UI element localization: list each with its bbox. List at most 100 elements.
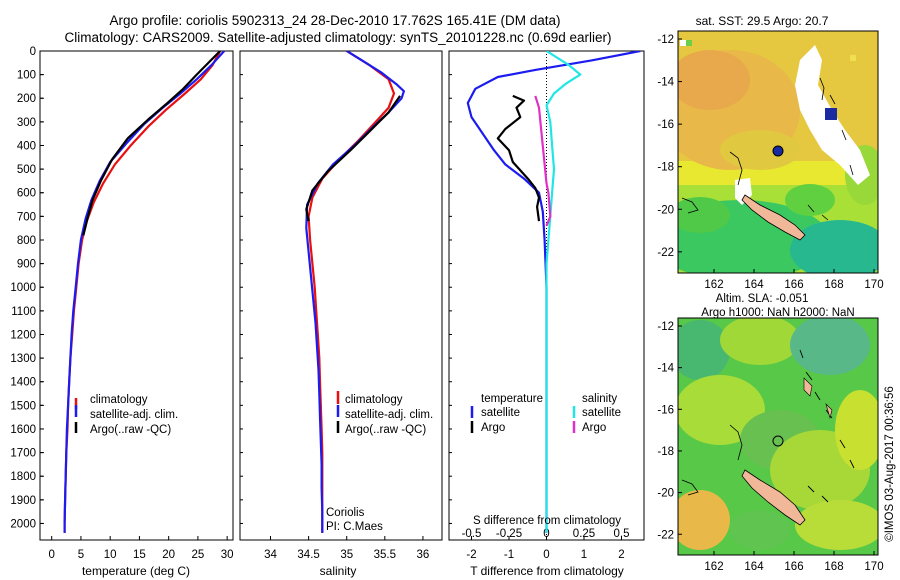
depth-tick-label: 1400 (10, 377, 36, 389)
legend-s-satellite: satellite (582, 407, 621, 419)
lon-tick-label: 162 (704, 279, 723, 291)
x-tick-label: 30 (221, 549, 234, 561)
legend-salinity-title: salinity (582, 393, 617, 405)
legend-t-satellite: satellite (481, 407, 520, 419)
x-tick-label: 0 (48, 549, 54, 561)
depth-tick-label: 1900 (10, 495, 36, 507)
lat-tick-label: -12 (657, 321, 674, 333)
s-tick-label: 0.25 (573, 528, 595, 540)
annotation-pi: PI: C.Maes (326, 521, 383, 533)
depth-tick-label: 600 (17, 188, 36, 200)
depth-tick-label: 2000 (10, 518, 36, 530)
lat-tick-label: -12 (657, 34, 674, 46)
depth-tick-label: 200 (17, 93, 36, 105)
title-line-1: Argo profile: coriolis 5902313_24 28-Dec… (109, 13, 560, 28)
x-tick-label: 20 (162, 549, 175, 561)
annotation-institution: Coriolis (326, 507, 365, 519)
depth-tick-label: 400 (17, 140, 36, 152)
series-line-t-satellite (466, 51, 641, 533)
title-line-2: Climatology: CARS2009. Satellite-adjuste… (64, 30, 611, 45)
copyright-timestamp: ©IMOS 03-Aug-2017 00:36:56 (884, 386, 896, 542)
legend-satellite: satellite-adj. clim. (90, 409, 178, 421)
difference-chart: -2 -1 0 1 2 -0.5 -0.25 0 0.25 0.5 (449, 50, 641, 561)
depth-tick-label: 900 (17, 259, 36, 271)
series-line-s-satellite (545, 51, 582, 533)
sla-map-title-2: Argo h1000: NaN h2000: NaN (701, 307, 854, 319)
series-group (466, 51, 641, 533)
legend-satellite: satellite-adj. clim. (345, 409, 433, 421)
s-tick-label: -0.5 (462, 528, 482, 540)
lon-tick-label: 170 (864, 279, 883, 291)
depth-tick-label: 1200 (10, 329, 36, 341)
legend-climatology: climatology (345, 394, 403, 406)
lat-tick-label: -14 (657, 363, 674, 375)
difference-xlabel: T difference from climatology (470, 564, 624, 578)
legend-t-argo: Argo (481, 422, 505, 434)
depth-tick-label: 1500 (10, 400, 36, 412)
lon-tick-label: 162 (704, 561, 723, 573)
temperature-legend: climatology satellite-adj. clim. Argo(..… (74, 394, 178, 436)
x-tick-label: 35.5 (374, 549, 396, 561)
sla-map (678, 318, 878, 555)
x-tick-label: 34.5 (297, 549, 319, 561)
x-tick-label: -1 (504, 549, 514, 561)
sst-map (678, 31, 878, 273)
lat-tick-label: -22 (657, 247, 674, 259)
depth-tick-label: 1700 (10, 448, 36, 460)
lat-tick-label: -14 (657, 77, 674, 89)
series-group (63, 51, 226, 533)
map-ticks: -12 -14 -16 -18 -20 -22 162 164 166 168 170 -12 -14 -… (657, 34, 883, 573)
lat-tick-label: -18 (657, 162, 674, 174)
salinity-xlabel: salinity (320, 564, 357, 578)
legend-climatology: climatology (90, 394, 148, 406)
s-tick-label: 0.5 (614, 528, 630, 540)
lon-tick-label: 164 (744, 561, 764, 573)
series-line-t-argo (496, 94, 541, 222)
depth-tick-label: 500 (17, 164, 36, 176)
x-tick-label: 35 (340, 549, 353, 561)
depth-tick-label: 1600 (10, 424, 36, 436)
lon-tick-label: 166 (784, 279, 803, 291)
difference-legend: temperature satellite Argo salinity sate… (470, 393, 621, 434)
sla-map-title-1: Altim. SLA: -0.051 (716, 293, 809, 305)
depth-tick-label: 100 (17, 70, 36, 82)
series-line-argo-raw-qc- (305, 95, 402, 222)
lon-tick-label: 168 (824, 279, 843, 291)
depth-tick-label: 700 (17, 211, 36, 223)
x-tick-label: 1 (581, 549, 587, 561)
lon-tick-label: 164 (744, 279, 764, 291)
temperature-chart: 0 5 10 15 20 25 30 (40, 50, 234, 561)
series-line-climatology (63, 51, 222, 533)
x-tick-label: 25 (192, 549, 205, 561)
sst-map-title: sat. SST: 29.5 Argo: 20.7 (696, 14, 829, 28)
lat-tick-label: -16 (657, 404, 674, 416)
difference-xlabel-top: S difference from climatology (473, 515, 621, 527)
depth-tick-label: 1000 (10, 282, 36, 294)
depth-tick-label: 1800 (10, 471, 36, 483)
lat-tick-label: -16 (657, 119, 674, 131)
x-tick-label: 34 (264, 549, 277, 561)
legend-temperature-title: temperature (481, 393, 543, 405)
lat-tick-label: -20 (657, 488, 674, 500)
x-tick-label: 5 (78, 549, 84, 561)
series-line-satellite-adj-clim- (305, 51, 405, 533)
series-line-s-argo (534, 95, 552, 227)
lat-tick-label: -22 (657, 529, 674, 541)
series-line-argo-raw-qc- (82, 51, 221, 236)
salinity-panel-frame (239, 50, 443, 541)
series-group (305, 51, 405, 533)
x-tick-label: 0 (543, 549, 549, 561)
lon-tick-label: 170 (864, 561, 883, 573)
temperature-panel-frame (39, 50, 234, 541)
x-tick-label: 15 (133, 549, 146, 561)
legend-argo: Argo(..raw -QC) (90, 424, 171, 436)
s-tick-label: -0.25 (496, 528, 522, 540)
depth-tick-label: 0 (30, 46, 36, 58)
lat-tick-label: -20 (657, 204, 674, 216)
salinity-legend: climatology satellite-adj. clim. Argo(..… (326, 391, 433, 533)
salinity-chart: 34 34.5 35 35.5 36 (240, 50, 430, 561)
x-tick-label: -2 (466, 549, 476, 561)
x-tick-label: 36 (417, 549, 430, 561)
depth-tick-label: 1100 (11, 306, 36, 318)
